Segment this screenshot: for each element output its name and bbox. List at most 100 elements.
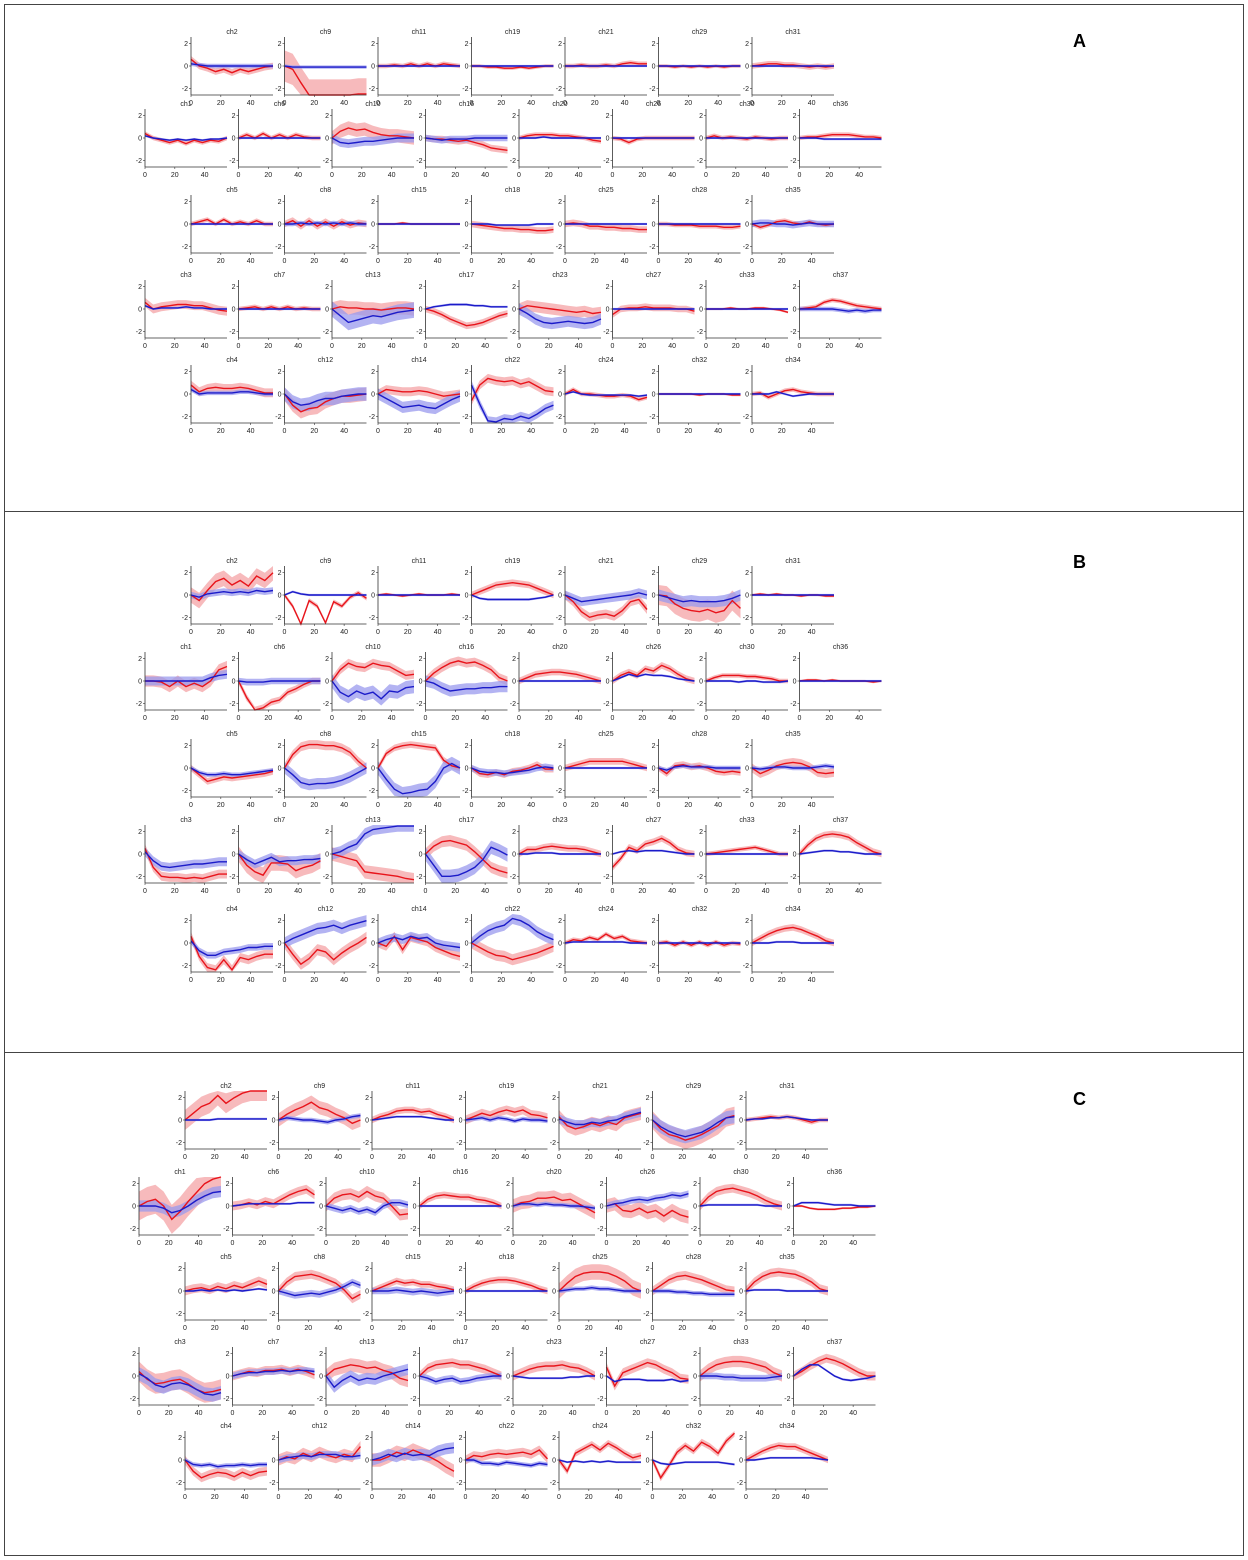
x-tick-label: 40 <box>294 172 302 179</box>
x-tick-label: 40 <box>714 629 722 636</box>
x-tick-label: 40 <box>714 802 722 809</box>
y-tick-label: 0 <box>325 679 329 686</box>
y-tick-label: 2 <box>652 199 656 206</box>
x-tick-label: 40 <box>521 1154 529 1161</box>
x-tick-label: 40 <box>762 172 770 179</box>
y-tick-label: 2 <box>558 918 562 925</box>
y-tick-label: 0 <box>558 64 562 71</box>
blue-series-line <box>558 1459 641 1463</box>
y-tick-label: 2 <box>552 1435 556 1442</box>
x-tick-label: 0 <box>183 1154 187 1161</box>
y-tick-label: 0 <box>278 766 282 773</box>
x-tick-label: 40 <box>569 1240 577 1247</box>
y-tick-label: 0 <box>646 1458 650 1465</box>
y-tick-label: -2 <box>323 701 329 708</box>
y-tick-label: 0 <box>232 307 236 314</box>
red-series-line <box>184 1280 268 1292</box>
y-tick-label: 2 <box>699 829 703 836</box>
y-tick-label: 0 <box>272 1118 276 1125</box>
x-tick-label: 20 <box>398 1325 406 1332</box>
y-tick-label: 0 <box>413 1374 417 1381</box>
red-series-line <box>745 1271 829 1292</box>
y-tick-label: 0 <box>652 593 656 600</box>
x-tick-label: 20 <box>539 1240 547 1247</box>
subplot-title: ch1 <box>174 1169 185 1176</box>
x-tick-label: 20 <box>497 100 505 107</box>
x-tick-label: 20 <box>171 172 179 179</box>
y-tick-label: -2 <box>649 414 655 421</box>
y-tick-label: 0 <box>745 593 749 600</box>
red-series-line <box>471 65 554 69</box>
y-tick-label: -2 <box>643 1140 649 1147</box>
y-tick-label: 0 <box>745 392 749 399</box>
x-tick-label: 20 <box>358 343 366 350</box>
y-tick-label: 0 <box>465 64 469 71</box>
red-series-line <box>751 761 835 775</box>
blue-series-line <box>564 941 647 944</box>
y-tick-label: 0 <box>745 64 749 71</box>
blue-series-line <box>145 673 228 682</box>
x-tick-label: 40 <box>434 258 442 265</box>
x-tick-label: 40 <box>855 172 863 179</box>
subplot-title: ch29 <box>692 558 707 565</box>
x-tick-label: 0 <box>657 428 661 435</box>
x-tick-label: 40 <box>575 888 583 895</box>
y-tick-label: -2 <box>504 1226 510 1233</box>
y-tick-label: 0 <box>699 136 703 143</box>
y-tick-label: -2 <box>369 244 375 251</box>
y-tick-label: 2 <box>745 570 749 577</box>
y-tick-label: -2 <box>649 963 655 970</box>
y-tick-label: 0 <box>558 593 562 600</box>
subplot-title: ch22 <box>499 1423 514 1430</box>
blue-series-line <box>652 1290 735 1296</box>
subplot-title: ch12 <box>312 1423 327 1430</box>
x-tick-label: 20 <box>638 343 646 350</box>
y-tick-label: -2 <box>603 329 609 336</box>
red-series-line <box>799 133 882 139</box>
x-tick-label: 0 <box>657 100 661 107</box>
red-error-band <box>425 656 508 686</box>
y-tick-label: -2 <box>182 414 188 421</box>
x-tick-label: 40 <box>714 428 722 435</box>
x-tick-label: 20 <box>726 1240 734 1247</box>
subplot-title: ch4 <box>226 906 237 913</box>
y-tick-label: 2 <box>278 743 282 750</box>
subplot-title: ch31 <box>785 29 800 36</box>
x-tick-label: 0 <box>557 1154 561 1161</box>
subplot-title: ch34 <box>785 357 800 364</box>
subplot-title: ch13 <box>365 817 380 824</box>
y-tick-label: 0 <box>184 941 188 948</box>
y-tick-label: -2 <box>223 1226 229 1233</box>
x-tick-label: 20 <box>217 100 225 107</box>
x-tick-label: 0 <box>277 1494 281 1501</box>
y-tick-label: -2 <box>784 1226 790 1233</box>
x-tick-label: 0 <box>376 428 380 435</box>
x-tick-label: 40 <box>388 715 396 722</box>
x-tick-label: 20 <box>217 428 225 435</box>
y-tick-label: 2 <box>278 918 282 925</box>
y-tick-label: 0 <box>699 852 703 859</box>
subplot-title: ch32 <box>686 1423 701 1430</box>
red-error-band <box>612 835 695 871</box>
red-series-line <box>377 935 461 958</box>
y-tick-label: -2 <box>504 1396 510 1403</box>
y-tick-label: -2 <box>369 86 375 93</box>
y-tick-label: -2 <box>649 244 655 251</box>
y-tick-label: 0 <box>278 222 282 229</box>
blue-series-line <box>377 393 461 410</box>
y-tick-label: 2 <box>459 1095 463 1102</box>
blue-series-line <box>331 825 414 855</box>
blue-series-line <box>331 137 414 145</box>
y-tick-label: 0 <box>558 941 562 948</box>
blue-series-line <box>606 1193 689 1207</box>
subplot-title: ch26 <box>646 101 661 108</box>
y-tick-label: 0 <box>606 307 610 314</box>
y-tick-label: 2 <box>184 743 188 750</box>
y-tick-label: 0 <box>365 1118 369 1125</box>
